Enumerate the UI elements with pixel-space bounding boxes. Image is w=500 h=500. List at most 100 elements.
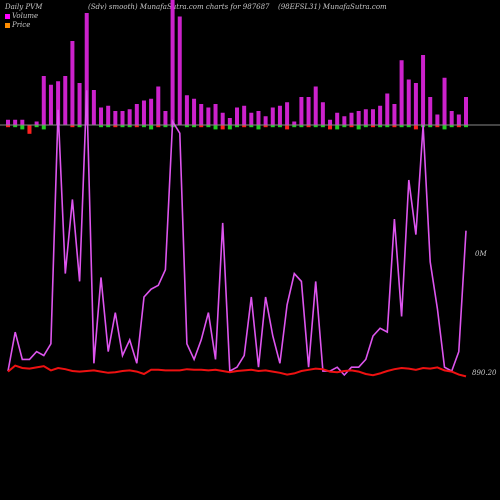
change-bar — [206, 125, 211, 128]
change-bar — [20, 125, 25, 130]
volume-bar — [328, 119, 333, 125]
volume-bar — [127, 109, 132, 125]
volume-bar — [285, 102, 290, 125]
change-bar — [13, 125, 18, 128]
change-bar — [113, 125, 118, 128]
volume-bar — [306, 97, 311, 125]
volume-bar — [213, 104, 218, 125]
volume-bar — [56, 81, 61, 125]
header-center: (Sdv) smooth) MunafaSutra.com charts for… — [88, 3, 270, 11]
volume-bar — [84, 13, 89, 125]
header-right: (98EFSL31) MunafaSutra.com — [278, 3, 387, 11]
change-bar — [335, 125, 340, 130]
change-bar — [127, 125, 132, 128]
last-price-label: 890.20 — [472, 369, 497, 377]
change-bar — [406, 125, 411, 128]
change-bar — [249, 125, 254, 128]
change-bar — [184, 125, 189, 128]
change-bar — [220, 125, 225, 130]
volume-bar — [406, 79, 411, 125]
volume-bar — [63, 76, 68, 125]
change-bar — [370, 125, 375, 128]
legend-price: Price — [5, 21, 30, 29]
change-bar — [428, 125, 433, 128]
volume-bar — [449, 111, 454, 125]
volume-bar — [106, 105, 111, 125]
change-bar — [156, 125, 161, 128]
volume-bar — [363, 109, 368, 125]
volume-bar — [313, 86, 318, 125]
volume-bar — [48, 84, 53, 125]
change-bar — [356, 125, 361, 130]
change-bar — [320, 125, 325, 128]
volume-bar — [227, 118, 232, 125]
change-bar — [6, 125, 10, 128]
change-bar — [363, 125, 368, 128]
legend-price-swatch — [5, 22, 10, 28]
change-bar — [263, 125, 268, 128]
volume-bar — [299, 97, 304, 125]
volume-bar — [77, 83, 82, 125]
volume-bar — [242, 105, 247, 125]
change-bar — [99, 125, 104, 128]
volume-bar — [342, 116, 347, 125]
change-bar — [442, 125, 447, 130]
change-bar — [77, 125, 82, 128]
change-bar — [199, 125, 204, 128]
volume-bar — [292, 121, 297, 125]
change-bar — [342, 125, 347, 128]
volume-bar — [235, 107, 239, 125]
volume-bar — [349, 112, 354, 125]
change-bar — [435, 125, 440, 128]
change-bar — [242, 125, 247, 128]
volume-bar — [199, 104, 204, 125]
volume-bar — [156, 86, 161, 125]
volume-bar — [149, 98, 154, 125]
change-bar — [392, 125, 397, 128]
volume-bar — [277, 105, 282, 125]
change-bar — [464, 125, 468, 128]
change-bar — [285, 125, 290, 130]
change-bar — [449, 125, 454, 128]
volume-bar — [320, 102, 325, 125]
change-bar — [34, 125, 39, 128]
legend-volume: Volume — [5, 12, 38, 20]
volume-bar — [392, 104, 397, 125]
volume-bar — [435, 114, 440, 125]
volume-bar — [256, 111, 261, 125]
change-bar — [299, 125, 304, 128]
change-bar — [328, 125, 333, 130]
volume-bar — [184, 95, 189, 125]
volume-bar — [385, 93, 390, 125]
volume-bar — [378, 105, 383, 125]
change-bar — [120, 125, 125, 128]
volume-bar — [220, 112, 225, 125]
volume-bar — [113, 111, 118, 125]
volume-bar — [356, 111, 361, 125]
header-left: Daily PVM — [5, 3, 43, 11]
volume-bar — [13, 119, 18, 125]
volume-bar — [170, 0, 175, 125]
change-bar — [192, 125, 197, 128]
volume-bar — [99, 107, 104, 125]
legend-price-label: Price — [12, 21, 31, 29]
change-bar — [277, 125, 282, 128]
volume-max-label: 0M — [475, 250, 487, 258]
change-bar — [41, 125, 46, 130]
volume-bar — [413, 83, 418, 125]
volume-bar — [428, 97, 433, 125]
legend-volume-swatch — [5, 13, 10, 19]
change-bar — [413, 125, 418, 130]
change-bar — [106, 125, 111, 128]
volume-bar — [442, 77, 447, 125]
volume-bar — [263, 116, 268, 125]
change-bar — [134, 125, 139, 128]
volume-bar — [206, 107, 211, 125]
change-bar — [456, 125, 461, 128]
volume-bar — [70, 41, 75, 125]
volume-bar — [163, 111, 168, 125]
change-bar — [399, 125, 404, 128]
volume-bar — [456, 114, 461, 125]
